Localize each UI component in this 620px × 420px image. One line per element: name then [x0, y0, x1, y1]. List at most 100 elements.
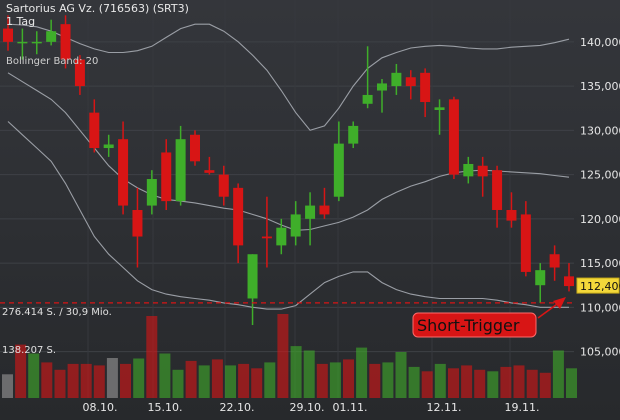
chart-title: Sartorius AG Vz. (716563) (SRT3) [6, 2, 189, 15]
candle-body [405, 77, 416, 87]
volume-bars [2, 314, 577, 398]
y-tick-label: 105,000 [580, 346, 620, 359]
volume-bar [211, 359, 223, 398]
volume-bar [408, 366, 420, 398]
candle-body [492, 170, 503, 210]
bollinger-middle-line [7, 72, 570, 231]
candle-body [3, 28, 13, 42]
candle-body [60, 24, 71, 60]
volume-bar [238, 363, 250, 398]
axes: 140,000 135,000 130,000 125,000 120,000 115,0… [83, 36, 620, 414]
volume-bar [106, 358, 118, 398]
volume-bar [474, 369, 486, 398]
candle-body [190, 134, 200, 162]
candle-body [132, 209, 143, 237]
volume-bar [303, 350, 315, 398]
volume-bar [461, 365, 473, 398]
volume-bar [421, 371, 433, 398]
volume-bar [448, 368, 459, 398]
candle-body [118, 139, 129, 206]
candle-body [348, 125, 359, 144]
indicator-label: Bollinger Band: 20 [6, 56, 98, 67]
volume-bar [185, 360, 197, 398]
candle-body [362, 94, 373, 104]
volume-bar [434, 363, 446, 398]
x-tick-label: 08.10. [83, 401, 118, 414]
annotation-arrow-head [553, 297, 566, 309]
bollinger-bands [7, 23, 570, 310]
candle-body [204, 170, 215, 173]
annotation-text: Short-Trigger [417, 316, 520, 335]
volume-bar [290, 346, 302, 398]
volume-bar [54, 369, 66, 398]
x-tick-label: 19.11. [505, 401, 540, 414]
volume-bar [500, 366, 512, 398]
candle-body [175, 139, 186, 202]
x-tick-label: 01.11. [333, 401, 368, 414]
volume-bar [264, 362, 276, 398]
candle-body [535, 270, 546, 286]
y-tick-label: 130,000 [580, 124, 620, 137]
candle-body [434, 107, 445, 110]
volume-max-label: 276.414 S. / 30,9 Mio. [2, 307, 112, 318]
volume-bar [566, 368, 577, 398]
candle-body [448, 99, 459, 175]
volume-bar [487, 371, 499, 398]
x-tick-label: 29.10. [290, 401, 325, 414]
candle-body [233, 187, 244, 246]
volume-bar [316, 363, 328, 398]
x-tick-label: 22.10. [220, 401, 255, 414]
candle-body [420, 72, 431, 103]
candle-body [506, 209, 517, 221]
volume-bar [277, 314, 289, 398]
interval-label: 1 Tag [6, 15, 35, 28]
candle-body [333, 143, 344, 197]
candle-body [17, 41, 28, 44]
candle-body [89, 112, 100, 149]
candle-body [391, 72, 402, 87]
volume-bar [28, 353, 40, 398]
volume-bar [15, 344, 27, 398]
volume-bar [369, 363, 381, 398]
candle-body [477, 165, 488, 177]
volume-bar [526, 369, 538, 398]
volume-bar [356, 347, 368, 398]
volume-bar [343, 359, 354, 398]
candle-body [146, 179, 157, 206]
candle-body [549, 254, 560, 268]
last-price-label: 112,400 [580, 280, 620, 293]
candle-body [276, 227, 287, 246]
annotation-box [412, 312, 537, 338]
candle-body [218, 174, 229, 197]
volume-bar [513, 365, 525, 398]
volume-mid-label: 138.207 S. [2, 345, 56, 356]
candle-body [305, 205, 316, 219]
bollinger-lower-line [7, 121, 569, 310]
candle-body [290, 214, 301, 237]
y-tick-label: 115,000 [580, 257, 620, 270]
volume-bar [539, 372, 551, 398]
candle-body [103, 144, 114, 149]
volume-bar [2, 374, 13, 398]
y-tick-label: 125,000 [580, 169, 620, 182]
bollinger-upper-line [7, 23, 570, 131]
y-tick-label: 140,000 [580, 36, 620, 49]
candle-body [319, 205, 330, 215]
candle-body [247, 254, 258, 299]
y-tick-label: 120,000 [580, 213, 620, 226]
volume-bar [382, 362, 394, 398]
y-tick-label: 135,000 [580, 80, 620, 93]
overlay: Short-Trigger 112,400 [0, 277, 620, 338]
candle-body [463, 163, 474, 177]
candle-body [31, 41, 42, 44]
x-tick-label: 12.11. [427, 401, 462, 414]
volume-bar [395, 352, 407, 398]
candle-body [74, 59, 85, 87]
volume-bar [552, 350, 564, 398]
volume-bar [251, 368, 263, 398]
volume-bar [93, 365, 105, 398]
volume-bar [225, 365, 236, 398]
candle-body [161, 152, 172, 202]
